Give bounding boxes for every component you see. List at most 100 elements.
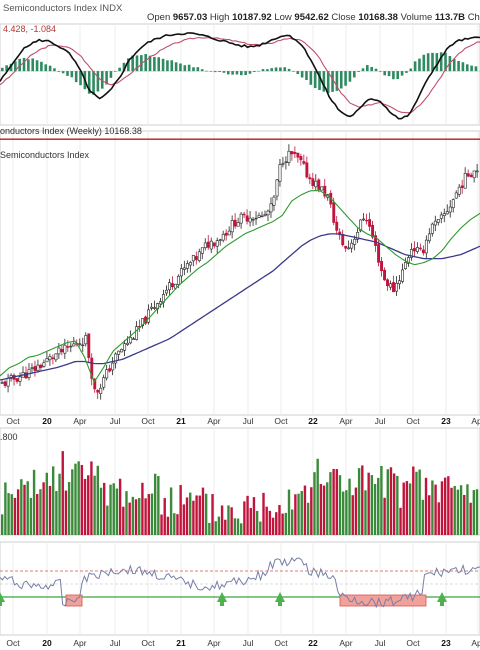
volume-bar [201, 487, 205, 535]
volume-bar [431, 480, 434, 535]
candle-body [194, 256, 198, 261]
candle-body [344, 246, 348, 249]
volume-bar [39, 489, 42, 535]
volume-bar [300, 490, 303, 535]
candle-body [108, 368, 112, 372]
macd-histogram-bar [392, 71, 395, 80]
volume-bar [163, 498, 166, 535]
candle-body [398, 280, 401, 285]
volume-bar [447, 476, 450, 535]
volume-bar [99, 487, 103, 535]
candle-body [454, 192, 458, 199]
candle-body [51, 357, 55, 359]
candle-body [60, 349, 64, 353]
macd-histogram-bar [474, 66, 478, 72]
buy-signal-arrow-icon [437, 592, 447, 606]
volume-bar [176, 514, 179, 535]
volume-bar [396, 475, 399, 535]
volume-bar [463, 494, 466, 535]
candle-body [176, 275, 180, 285]
candle-body [126, 342, 130, 345]
volume-bar [134, 499, 138, 535]
candle-body [263, 214, 267, 216]
candle-body [45, 358, 49, 363]
volume-bar [217, 516, 221, 535]
macd-histogram-bar [40, 61, 43, 72]
macd-histogram-bar [187, 64, 191, 72]
candle-body [418, 247, 422, 250]
volume-bar [380, 465, 383, 535]
macd-histogram-bar [270, 68, 274, 72]
candle-body [90, 357, 94, 379]
volume-bar [262, 492, 265, 535]
volume-value: 113.7B [434, 12, 466, 23]
macd-signal-line [0, 36, 480, 114]
volume-bar [310, 487, 313, 535]
macd-histogram-bar [205, 70, 208, 72]
index-name: Semiconductors Index [3, 3, 97, 14]
macd-histogram-bar [352, 71, 356, 78]
volume-bar [23, 484, 26, 535]
macd-histogram-bar [144, 54, 147, 72]
candle-body [404, 262, 407, 269]
volume-bar [227, 505, 230, 535]
macd-histogram-bar [179, 63, 182, 72]
volume-bar [345, 490, 348, 535]
volume-bar [192, 500, 195, 535]
candle-body [147, 309, 150, 323]
candle-body [266, 210, 270, 216]
shaded-region-0 [65, 594, 83, 607]
macd-histogram-bar [444, 52, 447, 72]
candle-body [48, 356, 52, 361]
volume-bar [13, 497, 17, 535]
macd-histogram-bar [48, 65, 52, 72]
x-tick-label: Oct [6, 416, 20, 426]
candle-body [392, 282, 395, 293]
volume-bar [313, 472, 316, 535]
candle-body [412, 248, 416, 252]
volume-bar [182, 504, 186, 535]
candle-body [275, 179, 279, 197]
candle-body [159, 301, 162, 305]
macd-histogram-bar [31, 58, 35, 72]
volume-bar [236, 518, 240, 535]
candle-body [466, 173, 470, 177]
candle-body [254, 217, 258, 220]
candle-body [251, 219, 255, 221]
volume-bar [405, 481, 409, 535]
candle-body [257, 214, 261, 218]
macd-histogram-bar [465, 64, 469, 72]
macd-histogram-bar [300, 71, 304, 78]
candle-body [203, 242, 207, 249]
macd-histogram-bar [409, 68, 413, 72]
macd-histogram-bar [418, 58, 421, 72]
volume-bar [166, 516, 170, 535]
volume-bar [329, 472, 332, 535]
candle-body [0, 382, 4, 384]
candle-body [42, 362, 46, 367]
volume-bar [259, 521, 262, 535]
candle-body [359, 219, 363, 232]
change-label: Chg [467, 12, 480, 23]
volume-bar [189, 492, 192, 535]
candle-body [114, 353, 118, 364]
ma-long-line [0, 233, 480, 381]
volume-bar [408, 483, 412, 535]
candle-body [129, 336, 133, 344]
volume-bar [412, 466, 415, 535]
candle-body [377, 244, 381, 263]
macd-histogram-bar [279, 67, 282, 72]
macd-histogram-bar [266, 69, 269, 72]
candle-body [421, 249, 425, 254]
index-symbol: INDX [99, 3, 123, 14]
volume-label: Volume [400, 12, 433, 23]
macd-histogram-bar [435, 53, 439, 72]
macd-histogram-bar [157, 57, 161, 72]
candle-body [314, 180, 318, 188]
volume-bar [415, 471, 418, 535]
macd-histogram-bar [426, 53, 430, 72]
volume-bar [45, 472, 49, 535]
volume-bar [7, 493, 10, 535]
macd-histogram-bar [109, 71, 113, 78]
